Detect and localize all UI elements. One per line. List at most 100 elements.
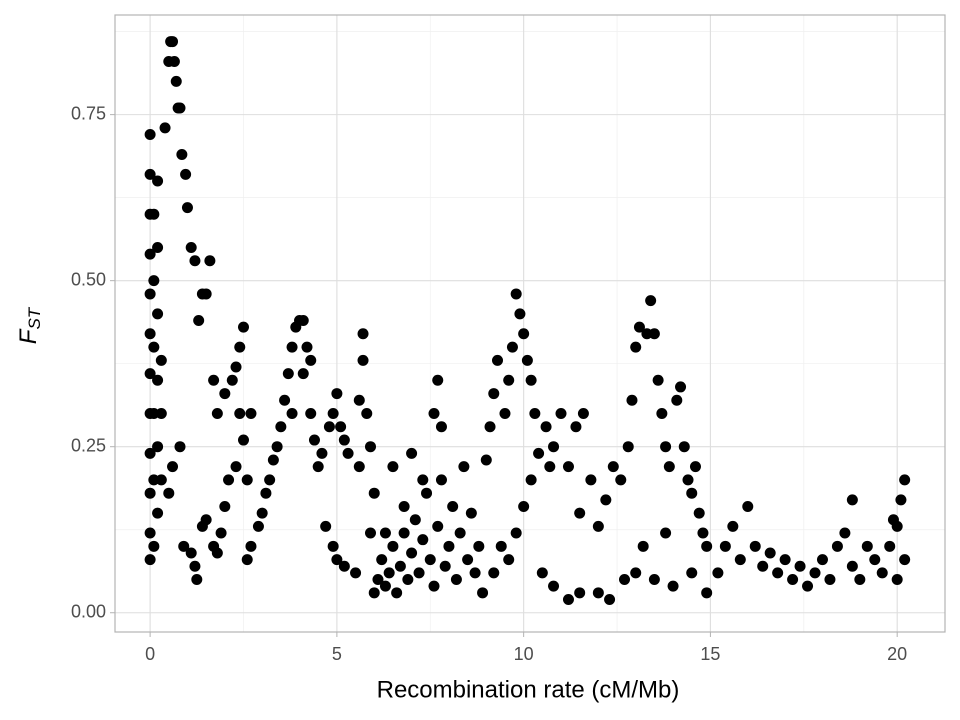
point (178, 540, 190, 552)
point (536, 567, 548, 579)
point (144, 248, 156, 260)
point (200, 288, 212, 300)
point (831, 540, 843, 552)
point (357, 328, 369, 340)
point (320, 520, 332, 532)
point (604, 593, 616, 605)
point (148, 540, 160, 552)
point (376, 554, 388, 566)
point (417, 474, 429, 486)
point (574, 507, 586, 519)
point (480, 454, 492, 466)
point (633, 321, 645, 333)
point (144, 328, 156, 340)
point (144, 554, 156, 566)
point (148, 208, 160, 220)
y-axis-title-main: F (15, 328, 42, 344)
point (663, 461, 675, 473)
point (525, 474, 537, 486)
point (764, 547, 776, 559)
y-tick-label: 0.50 (71, 269, 106, 289)
point (335, 421, 347, 433)
point (230, 361, 242, 373)
point (200, 514, 212, 526)
point (686, 567, 698, 579)
point (312, 461, 324, 473)
point (368, 487, 380, 499)
y-tick-label: 0.75 (71, 103, 106, 123)
point (454, 527, 466, 539)
point (144, 168, 156, 180)
point (219, 388, 231, 400)
point (495, 540, 507, 552)
point (648, 328, 660, 340)
point (144, 487, 156, 499)
point (678, 441, 690, 453)
point (701, 587, 713, 599)
point (364, 527, 376, 539)
point (510, 288, 522, 300)
point (656, 407, 668, 419)
point (144, 368, 156, 380)
point (899, 554, 911, 566)
point (361, 407, 373, 419)
point (252, 520, 264, 532)
point (428, 407, 440, 419)
panel-border (114, 14, 946, 633)
point (189, 560, 201, 572)
point (406, 547, 418, 559)
point (630, 567, 642, 579)
point (383, 567, 395, 579)
point (391, 587, 403, 599)
point (297, 315, 309, 327)
point (237, 321, 249, 333)
point (364, 441, 376, 453)
point (816, 554, 828, 566)
point (316, 447, 328, 459)
point (824, 574, 836, 586)
point (682, 474, 694, 486)
point (521, 354, 533, 366)
point (338, 434, 350, 446)
point (167, 461, 179, 473)
point (176, 148, 188, 160)
point (525, 374, 537, 386)
point (191, 574, 203, 586)
point (899, 474, 911, 486)
point (275, 421, 287, 433)
y-tick-label: 0.25 (71, 435, 106, 455)
point (305, 407, 317, 419)
point (592, 587, 604, 599)
point (342, 447, 354, 459)
point (168, 55, 180, 67)
point (234, 407, 246, 419)
point (462, 554, 474, 566)
x-tick-label: 0 (145, 644, 155, 664)
point (660, 441, 672, 453)
point (529, 407, 541, 419)
point (152, 507, 164, 519)
point (697, 527, 709, 539)
point (779, 554, 791, 566)
point (152, 308, 164, 320)
point (286, 341, 298, 353)
point (152, 175, 164, 187)
point (409, 514, 421, 526)
point (148, 275, 160, 287)
point (155, 474, 167, 486)
point (241, 554, 253, 566)
point (421, 487, 433, 499)
point (398, 527, 410, 539)
point (787, 574, 799, 586)
point (308, 434, 320, 446)
point (484, 421, 496, 433)
point (637, 540, 649, 552)
point (772, 567, 784, 579)
point (887, 514, 899, 526)
point (473, 540, 485, 552)
point (323, 421, 335, 433)
point (447, 500, 459, 512)
point (180, 168, 192, 180)
point (585, 474, 597, 486)
point (846, 494, 858, 506)
